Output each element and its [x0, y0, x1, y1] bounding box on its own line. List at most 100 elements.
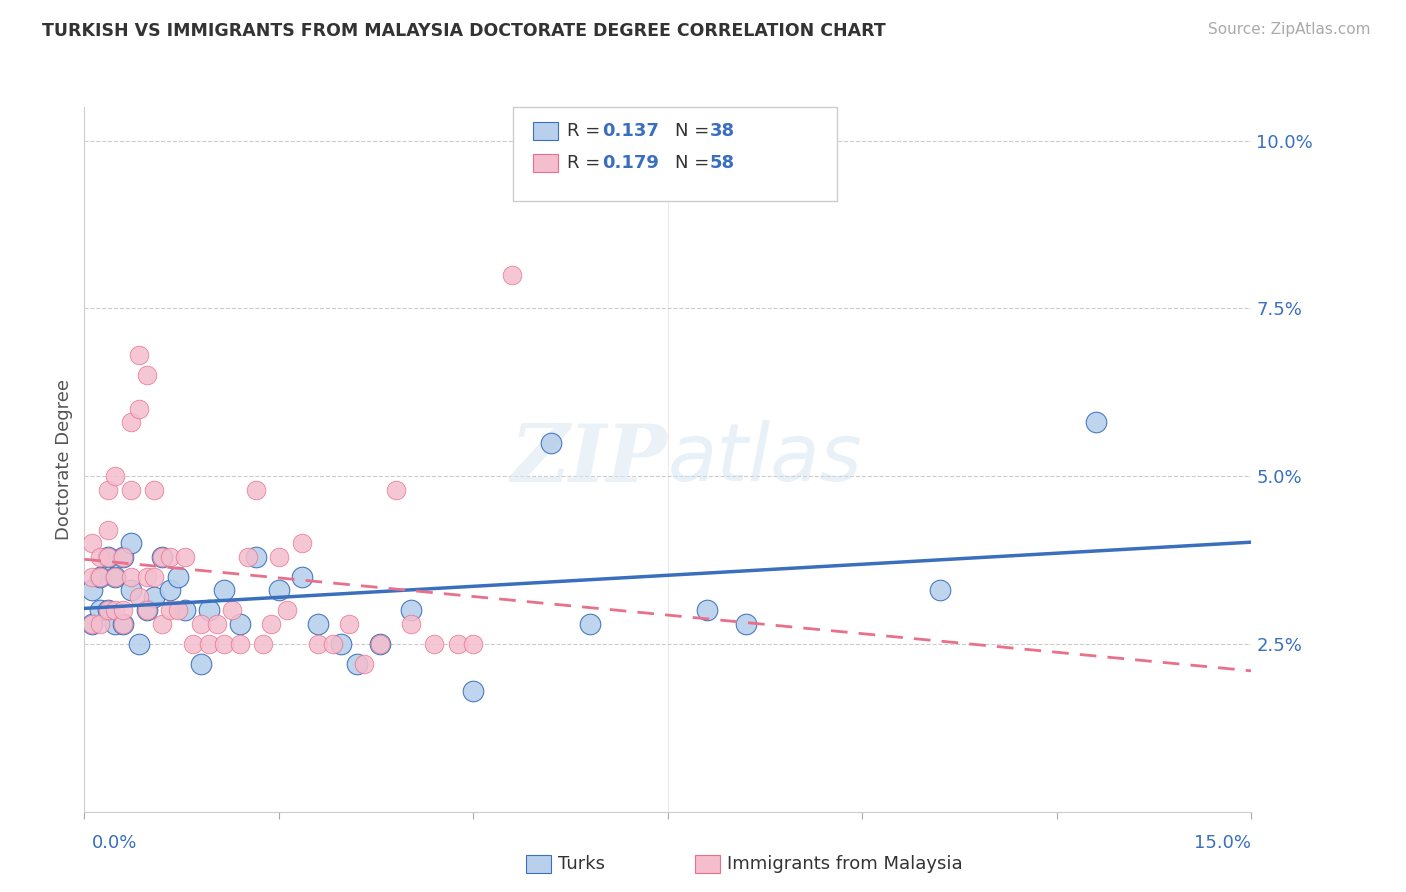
Point — [159, 603, 181, 617]
Point — [120, 536, 142, 550]
Point — [104, 616, 127, 631]
Point — [1084, 416, 1107, 430]
Point — [97, 549, 120, 564]
Point — [267, 583, 290, 598]
Point — [143, 570, 166, 584]
Point — [322, 637, 344, 651]
Y-axis label: Doctorate Degree: Doctorate Degree — [55, 379, 73, 540]
Point — [330, 637, 353, 651]
Text: 0.137: 0.137 — [602, 122, 658, 140]
Point — [82, 616, 104, 631]
Point — [97, 523, 120, 537]
Text: ZIP: ZIP — [510, 421, 668, 498]
Point — [104, 570, 127, 584]
Point — [174, 603, 197, 617]
Point — [267, 549, 290, 564]
Point — [214, 583, 236, 598]
Point — [463, 637, 485, 651]
Point — [166, 570, 188, 584]
Point — [447, 637, 470, 651]
Point — [112, 616, 135, 631]
Point — [346, 657, 368, 671]
Point — [97, 549, 120, 564]
Point — [97, 483, 120, 497]
Point — [104, 469, 127, 483]
Point — [159, 549, 181, 564]
Point — [104, 570, 127, 584]
Point — [120, 416, 142, 430]
Point — [190, 616, 212, 631]
Text: TURKISH VS IMMIGRANTS FROM MALAYSIA DOCTORATE DEGREE CORRELATION CHART: TURKISH VS IMMIGRANTS FROM MALAYSIA DOCT… — [42, 22, 886, 40]
Text: Turks: Turks — [558, 855, 605, 873]
Point — [159, 583, 181, 598]
Text: R =: R = — [567, 154, 606, 172]
Point — [229, 637, 252, 651]
Point — [353, 657, 375, 671]
Point — [112, 549, 135, 564]
Point — [120, 570, 142, 584]
Point — [128, 590, 150, 604]
Point — [128, 348, 150, 362]
Point — [104, 603, 127, 617]
Point — [112, 616, 135, 631]
Point — [337, 616, 360, 631]
Point — [423, 637, 446, 651]
Point — [97, 603, 120, 617]
Point — [929, 583, 952, 598]
Point — [89, 603, 111, 617]
Point — [260, 616, 283, 631]
Point — [205, 616, 228, 631]
Point — [696, 603, 718, 617]
Point — [229, 616, 252, 631]
Point — [82, 616, 104, 631]
Text: 0.179: 0.179 — [602, 154, 658, 172]
Text: 38: 38 — [710, 122, 735, 140]
Point — [181, 637, 204, 651]
Point — [128, 637, 150, 651]
Point — [276, 603, 298, 617]
Point — [89, 570, 111, 584]
Point — [112, 549, 135, 564]
Point — [128, 402, 150, 417]
Point — [463, 684, 485, 698]
Point — [291, 570, 314, 584]
Point — [236, 549, 259, 564]
Point — [307, 637, 329, 651]
Point — [368, 637, 391, 651]
Point — [579, 616, 602, 631]
Point — [135, 368, 157, 383]
Point — [307, 616, 329, 631]
Point — [291, 536, 314, 550]
Point — [166, 603, 188, 617]
Point — [120, 483, 142, 497]
Point — [89, 570, 111, 584]
Point — [399, 616, 422, 631]
Point — [399, 603, 422, 617]
Point — [112, 603, 135, 617]
Point — [150, 549, 173, 564]
Text: 58: 58 — [710, 154, 735, 172]
Point — [89, 616, 111, 631]
Point — [150, 549, 173, 564]
Point — [135, 603, 157, 617]
Point — [198, 603, 221, 617]
Point — [214, 637, 236, 651]
Point — [221, 603, 243, 617]
Point — [82, 583, 104, 598]
Text: N =: N = — [675, 154, 714, 172]
Text: R =: R = — [567, 122, 606, 140]
Point — [82, 570, 104, 584]
Text: 15.0%: 15.0% — [1194, 834, 1251, 852]
Point — [190, 657, 212, 671]
Point — [245, 549, 267, 564]
Text: 0.0%: 0.0% — [91, 834, 136, 852]
Point — [174, 549, 197, 564]
Text: Immigrants from Malaysia: Immigrants from Malaysia — [727, 855, 963, 873]
Point — [143, 590, 166, 604]
Point — [540, 435, 562, 450]
Point — [198, 637, 221, 651]
Text: Source: ZipAtlas.com: Source: ZipAtlas.com — [1208, 22, 1371, 37]
Point — [734, 616, 756, 631]
Point — [252, 637, 274, 651]
Point — [89, 549, 111, 564]
